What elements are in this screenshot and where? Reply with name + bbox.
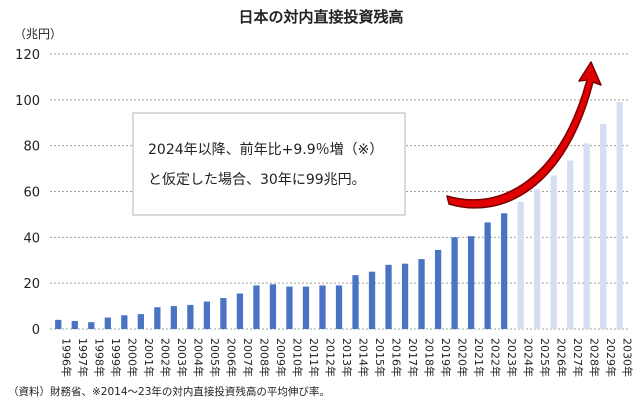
bar (236, 293, 244, 329)
bar (154, 307, 161, 329)
x-tick-label: 2020年 (456, 338, 470, 377)
bar (88, 322, 95, 329)
bar (418, 259, 425, 329)
bar (137, 314, 144, 329)
y-tick-label: 80 (23, 140, 40, 155)
x-tick-label: 2017年 (406, 338, 420, 377)
bar (600, 123, 607, 329)
x-tick-label: 2014年 (357, 338, 371, 377)
x-tick-label: 2012年 (323, 338, 337, 377)
bar (55, 319, 62, 329)
x-tick-label: 2003年 (175, 338, 189, 377)
x-tick-label: 2000年 (125, 338, 139, 377)
bar (104, 317, 111, 329)
bar (352, 275, 359, 329)
y-tick-label: 20 (23, 277, 40, 292)
arrow-shape (446, 61, 602, 209)
x-tick-label: 1999年 (109, 338, 123, 377)
x-tick-label: 2002年 (158, 338, 172, 377)
x-tick-label: 2028年 (588, 338, 602, 377)
chart-title: 日本の対内直接投資残高 (238, 8, 403, 26)
bar (616, 102, 623, 329)
bar (368, 271, 376, 329)
bar (434, 249, 442, 329)
x-tick-label: 2029年 (604, 338, 618, 377)
x-tick-label: 2025年 (538, 338, 552, 377)
annotation-box: 2024年以降、前年比+9.9％増（※） と仮定した場合、30年に99兆円。 (132, 112, 406, 216)
x-tick-label: 2023年 (505, 338, 519, 377)
x-tick-label: 2018年 (423, 338, 437, 377)
x-tick-label: 1997年 (76, 338, 90, 377)
bar (335, 285, 343, 329)
x-tick-label: 2027年 (571, 338, 585, 377)
y-tick-label: 120 (15, 48, 40, 63)
x-axis-ticks: 1996年 1997年 1998年 1999年 2000年 2001年 2002年 2003年… (59, 338, 634, 377)
y-tick-label: 100 (15, 94, 40, 109)
x-tick-label: 2030年 (621, 338, 635, 377)
bar (220, 298, 227, 329)
bar (269, 284, 277, 329)
bar (319, 285, 326, 329)
bar (401, 263, 409, 329)
x-tick-label: 1996年 (59, 338, 73, 377)
bar (534, 189, 541, 329)
x-tick-label: 2008年 (257, 338, 271, 377)
x-tick-label: 1998年 (92, 338, 106, 377)
bar (71, 320, 78, 329)
x-tick-label: 2022年 (489, 338, 503, 377)
annotation-line-2: と仮定した場合、30年に99兆円。 (148, 172, 366, 188)
x-tick-label: 2001年 (142, 338, 156, 377)
bar (501, 213, 508, 329)
x-tick-label: 2026年 (555, 338, 569, 377)
bar (451, 237, 458, 329)
x-tick-label: 2009年 (274, 338, 288, 377)
bar (567, 160, 574, 329)
bar (170, 306, 177, 329)
bar (302, 286, 310, 329)
bar (253, 285, 260, 329)
x-tick-label: 2015年 (373, 338, 387, 377)
x-tick-label: 2007年 (241, 338, 255, 377)
bar (187, 304, 194, 329)
y-tick-label: 0 (32, 323, 40, 338)
y-axis-unit: （兆円） (14, 27, 62, 41)
x-tick-label: 2016年 (390, 338, 404, 377)
x-tick-label: 2013年 (340, 338, 354, 377)
bar (550, 175, 557, 329)
x-tick-label: 2024年 (522, 338, 536, 377)
y-tick-label: 40 (23, 231, 40, 246)
bars (55, 102, 623, 329)
source-note: （資料）財務省、※2014～23年の対内直接投資残高の平均伸び率。 (8, 385, 330, 398)
bar (286, 286, 293, 329)
bar (203, 301, 211, 329)
bar (467, 236, 475, 329)
x-tick-label: 2005年 (208, 338, 222, 377)
bar (484, 222, 491, 329)
x-tick-label: 2011年 (307, 338, 321, 377)
bar (121, 315, 128, 329)
y-tick-label: 60 (23, 186, 40, 201)
x-tick-label: 2021年 (472, 338, 486, 377)
annotation-line-1: 2024年以降、前年比+9.9％増（※） (148, 141, 383, 158)
bar (385, 264, 392, 329)
x-tick-label: 2010年 (290, 338, 304, 377)
trend-arrow (446, 61, 602, 209)
x-tick-label: 2004年 (191, 338, 205, 377)
bar (583, 143, 590, 329)
x-tick-label: 2019年 (439, 338, 453, 377)
y-axis-ticks: 0 20 40 60 80 100 120 (15, 48, 40, 338)
x-tick-label: 2006年 (224, 338, 238, 377)
bar (517, 201, 524, 329)
